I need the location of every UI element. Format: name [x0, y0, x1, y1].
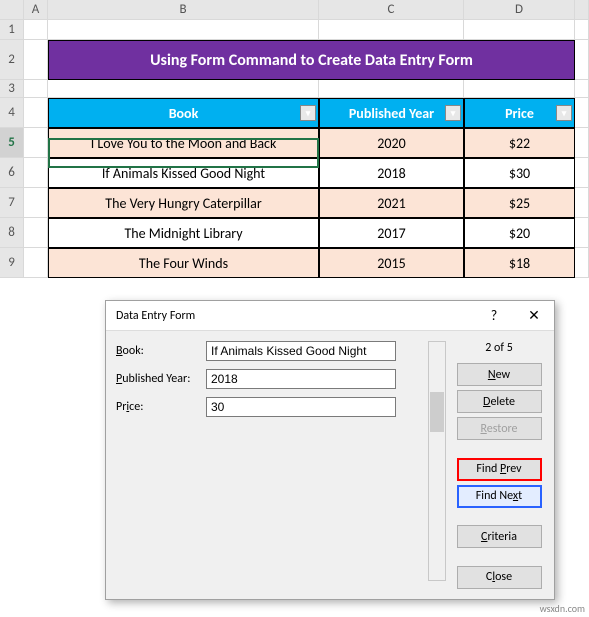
cell-c3[interactable]: [319, 80, 464, 98]
cell-a6[interactable]: [24, 158, 48, 188]
col-head-a[interactable]: A: [24, 0, 48, 20]
data-entry-dialog: Data Entry Form ? ✕ Book: Published Year…: [105, 300, 555, 600]
row-head-2[interactable]: 2: [0, 40, 24, 80]
cell-price-1[interactable]: $30: [464, 158, 575, 188]
scrollbar[interactable]: [428, 341, 446, 581]
cell-e9[interactable]: [575, 248, 589, 278]
cell-e1[interactable]: [575, 20, 589, 40]
input-year[interactable]: [206, 369, 396, 389]
cell-year-1[interactable]: 2018: [319, 158, 464, 188]
cell-price-4[interactable]: $18: [464, 248, 575, 278]
find-prev-button[interactable]: Find Prev: [457, 458, 542, 481]
cell-e7[interactable]: [575, 188, 589, 218]
label-price: Price:: [116, 400, 206, 414]
header-price[interactable]: Price ▾: [464, 98, 575, 128]
cell-a1[interactable]: [24, 20, 48, 40]
header-price-label: Price: [505, 105, 534, 122]
cell-a7[interactable]: [24, 188, 48, 218]
cell-a2[interactable]: [24, 40, 48, 80]
label-book: Book:: [116, 344, 206, 358]
watermark: wsxdn.com: [540, 602, 585, 615]
cell-year-3[interactable]: 2017: [319, 218, 464, 248]
cell-e4[interactable]: [575, 98, 589, 128]
cell-e8[interactable]: [575, 218, 589, 248]
help-icon[interactable]: ?: [474, 301, 514, 331]
cell-a3[interactable]: [24, 80, 48, 98]
row-head-6[interactable]: 6: [0, 158, 24, 188]
cell-e3[interactable]: [575, 80, 589, 98]
cell-a5[interactable]: [24, 128, 48, 158]
filter-icon[interactable]: ▾: [445, 105, 461, 121]
input-price[interactable]: [206, 397, 396, 417]
cell-a8[interactable]: [24, 218, 48, 248]
row-head-1[interactable]: 1: [0, 20, 24, 40]
close-button[interactable]: Close: [457, 566, 542, 589]
cell-book-3[interactable]: The Midnight Library: [48, 218, 319, 248]
row-head-9[interactable]: 9: [0, 248, 24, 278]
row-head-8[interactable]: 8: [0, 218, 24, 248]
row-head-5[interactable]: 5: [0, 128, 24, 158]
header-book[interactable]: Book ▾: [48, 98, 319, 128]
cell-b3[interactable]: [48, 80, 319, 98]
cell-year-4[interactable]: 2015: [319, 248, 464, 278]
cell-c1[interactable]: [319, 20, 464, 40]
form-area: Book: Published Year: Price:: [116, 341, 424, 589]
new-button[interactable]: New: [457, 363, 542, 386]
cell-d3[interactable]: [464, 80, 575, 98]
scroll-thumb[interactable]: [430, 392, 444, 432]
criteria-button[interactable]: Criteria: [457, 525, 542, 548]
cell-e5[interactable]: [575, 128, 589, 158]
cell-e2[interactable]: [575, 40, 589, 80]
cell-year-0[interactable]: 2020: [319, 128, 464, 158]
delete-button[interactable]: Delete: [457, 390, 542, 413]
cell-book-2[interactable]: The Very Hungry Caterpillar: [48, 188, 319, 218]
col-head-c[interactable]: C: [319, 0, 464, 20]
cell-book-1[interactable]: If Animals Kissed Good Night: [48, 158, 319, 188]
corner-cell[interactable]: [0, 0, 24, 20]
row-head-4[interactable]: 4: [0, 98, 24, 128]
dialog-title: Data Entry Form: [116, 309, 195, 323]
row-head-3[interactable]: 3: [0, 80, 24, 98]
cell-year-2[interactable]: 2021: [319, 188, 464, 218]
cell-e6[interactable]: [575, 158, 589, 188]
col-head-d[interactable]: D: [464, 0, 575, 20]
find-next-button[interactable]: Find Next: [457, 485, 542, 508]
title-cell[interactable]: Using Form Command to Create Data Entry …: [48, 40, 575, 80]
restore-button[interactable]: Restore: [457, 417, 542, 440]
spreadsheet-grid: A B C D 1 2 Using Form Command to Create…: [0, 0, 589, 278]
cell-book-0[interactable]: I Love You to the Moon and Back: [48, 128, 319, 158]
label-year: Published Year:: [116, 372, 206, 386]
cell-a9[interactable]: [24, 248, 48, 278]
col-head-b[interactable]: B: [48, 0, 319, 20]
cell-b1[interactable]: [48, 20, 319, 40]
cell-price-2[interactable]: $25: [464, 188, 575, 218]
col-head-blank: [575, 0, 589, 20]
header-year[interactable]: Published Year ▾: [319, 98, 464, 128]
filter-icon[interactable]: ▾: [556, 105, 572, 121]
record-counter: 2 of 5: [485, 341, 513, 355]
input-book[interactable]: [206, 341, 396, 361]
cell-price-0[interactable]: $22: [464, 128, 575, 158]
cell-price-3[interactable]: $20: [464, 218, 575, 248]
dialog-titlebar[interactable]: Data Entry Form ? ✕: [106, 301, 554, 331]
filter-icon[interactable]: ▾: [300, 105, 316, 121]
cell-book-4[interactable]: The Four Winds: [48, 248, 319, 278]
cell-d1[interactable]: [464, 20, 575, 40]
header-book-label: Book: [169, 105, 199, 122]
header-year-label: Published Year: [349, 105, 434, 122]
row-head-7[interactable]: 7: [0, 188, 24, 218]
close-icon[interactable]: ✕: [514, 301, 554, 331]
cell-a4[interactable]: [24, 98, 48, 128]
